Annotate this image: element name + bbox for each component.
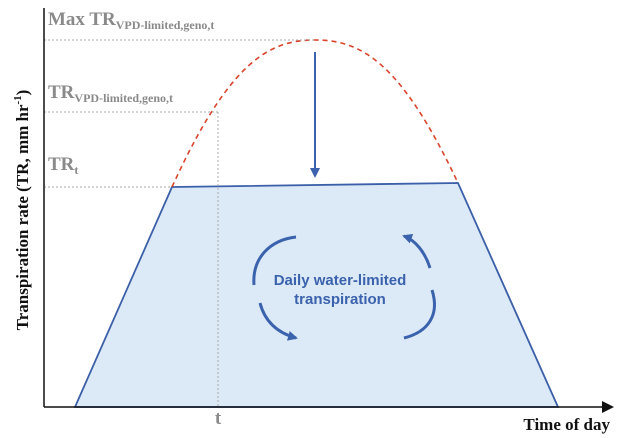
tr-vpd-label: TRVPD-limited,geno,t [48,82,173,105]
y-axis-label: Transpiration rate (TR, mm hr-1) [12,90,32,331]
cycle-arrow [403,289,436,340]
max-tr-label: Max TRVPD-limited,geno,t [48,9,214,32]
x-axis-label: Time of day [523,415,610,434]
center-text: Daily water-limited [274,272,407,289]
vpd-curve [171,39,459,188]
cycle-arrow [402,234,432,269]
cycle-arrow [258,302,298,341]
tr-t-label: TRt [48,154,78,177]
center-text: transpiration [294,291,386,308]
x-tick-label: t [215,408,222,429]
cycle-arrow [252,235,297,286]
